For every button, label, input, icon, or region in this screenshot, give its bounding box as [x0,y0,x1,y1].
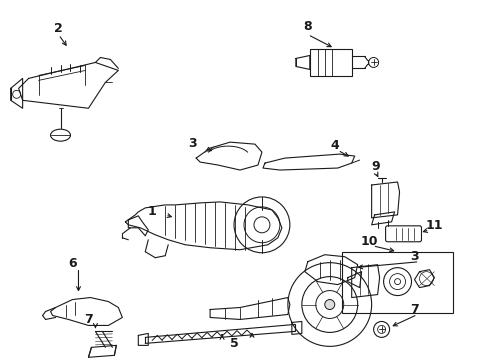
Text: 6: 6 [68,257,77,270]
Circle shape [324,300,334,310]
Text: 4: 4 [330,139,338,152]
Bar [341,252,452,314]
Bar [309,49,351,76]
Text: 5: 5 [229,337,238,350]
Text: 7: 7 [409,303,418,316]
Text: 10: 10 [360,235,378,248]
Text: 1: 1 [147,205,156,219]
Text: 3: 3 [187,137,196,150]
Text: 8: 8 [303,20,311,33]
Text: 7: 7 [84,313,93,326]
Text: 9: 9 [370,159,379,172]
Text: 2: 2 [54,22,63,35]
Text: 3: 3 [409,250,418,263]
Text: 11: 11 [425,219,442,232]
